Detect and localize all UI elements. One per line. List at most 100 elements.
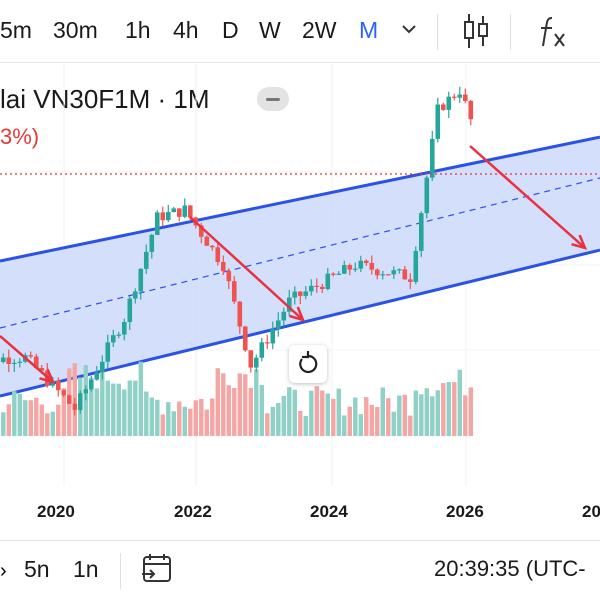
volume-bar <box>194 400 198 436</box>
volume-bar <box>282 396 286 436</box>
range-fragment[interactable]: › <box>0 560 7 583</box>
candle-body <box>204 237 209 246</box>
reset-chart-button[interactable] <box>289 345 327 383</box>
candle-body <box>210 246 215 247</box>
volume-bar <box>34 398 38 436</box>
volume-bar <box>221 373 225 436</box>
tf-d[interactable]: D <box>222 16 239 44</box>
candle-body <box>430 139 435 178</box>
volume-bar <box>436 390 440 436</box>
candle-body <box>248 350 253 367</box>
volume-bar <box>408 416 412 436</box>
volume-bar <box>150 398 154 436</box>
volume-bar <box>254 369 258 436</box>
volume-bar <box>232 388 236 436</box>
reset-icon <box>289 345 327 383</box>
range-5n[interactable]: 5n <box>24 556 50 583</box>
candle-body <box>28 355 33 356</box>
volume-bar <box>287 387 291 436</box>
volume-bar <box>122 389 126 436</box>
candle-body <box>67 395 72 403</box>
candle-body <box>276 320 281 329</box>
candle-body <box>226 271 231 281</box>
volume-bar <box>51 412 55 436</box>
volume-bar <box>227 385 231 436</box>
volume-bar <box>326 393 330 436</box>
tf-w[interactable]: W <box>259 16 281 44</box>
volume-bar <box>469 387 473 436</box>
volume-bar <box>342 415 346 436</box>
candle-body <box>369 263 374 270</box>
candle-body <box>138 269 143 292</box>
candle-body <box>177 208 182 216</box>
volume-bar <box>106 381 110 436</box>
calendar-range-icon[interactable] <box>140 552 174 591</box>
candle-body <box>221 262 226 271</box>
volume-bar <box>205 410 209 436</box>
candle-body <box>446 97 451 110</box>
candle-body <box>237 302 242 327</box>
candle-body <box>100 362 105 373</box>
x-axis-label: 2022 <box>174 502 212 522</box>
candle-body <box>325 274 330 289</box>
volume-bar <box>397 396 401 436</box>
candle-body <box>397 269 402 270</box>
candlestick-icon[interactable] <box>462 12 490 55</box>
candle-body <box>17 362 22 363</box>
volume-bar <box>216 368 220 436</box>
tf-5m[interactable]: 5m <box>0 16 32 44</box>
volume-bar <box>161 414 165 436</box>
volume-bar <box>452 382 456 436</box>
tf-30m[interactable]: 30m <box>53 16 98 44</box>
tf-m[interactable]: M <box>359 16 378 44</box>
volume-bar <box>243 374 247 436</box>
candle-body <box>364 261 369 263</box>
volume-bar <box>40 404 44 436</box>
volume-bar <box>353 398 357 436</box>
volume-bar <box>425 388 429 436</box>
volume-bar <box>210 398 214 436</box>
candle-body <box>468 101 473 119</box>
volume-bar <box>128 380 132 436</box>
volume-bar <box>166 402 170 436</box>
range-1n[interactable]: 1n <box>73 556 99 583</box>
volume-bar <box>199 399 203 436</box>
toolbar-divider <box>510 14 511 50</box>
volume-bar <box>177 402 181 436</box>
candle-body <box>386 274 391 275</box>
candle-body <box>72 404 77 410</box>
candle-body <box>259 342 264 357</box>
candle-body <box>419 213 424 251</box>
volume-bar <box>23 400 27 436</box>
fx-icon[interactable] <box>538 14 570 55</box>
tf-1h[interactable]: 1h <box>125 16 151 44</box>
candle-body <box>303 291 308 296</box>
volume-bar <box>18 394 22 436</box>
tf-2w[interactable]: 2W <box>302 16 337 44</box>
candle-body <box>413 251 418 282</box>
candle-body <box>12 363 17 364</box>
volume-bar <box>7 404 11 436</box>
x-axis-label: 20 <box>582 502 600 522</box>
candle-body <box>89 380 94 390</box>
candle-body <box>122 322 127 335</box>
volume-bar <box>337 389 341 436</box>
volume-bar <box>172 411 176 436</box>
x-axis-label: 2024 <box>310 502 348 522</box>
volume-bar <box>298 411 302 436</box>
candle-body <box>358 261 363 269</box>
candle-body <box>463 94 468 100</box>
volume-bar <box>183 407 187 436</box>
tf-4h[interactable]: 4h <box>173 16 199 44</box>
volume-bar <box>430 396 434 436</box>
price-chart[interactable] <box>0 64 600 504</box>
volume-bar <box>419 394 423 436</box>
x-axis-label: 2026 <box>446 502 484 522</box>
candle-body <box>133 291 138 298</box>
candle-body <box>353 269 358 270</box>
volume-bar <box>304 416 308 436</box>
chevron-down-icon[interactable] <box>400 22 418 41</box>
volume-bar <box>309 391 313 436</box>
candle-body <box>182 205 187 216</box>
candle-body <box>320 287 325 289</box>
